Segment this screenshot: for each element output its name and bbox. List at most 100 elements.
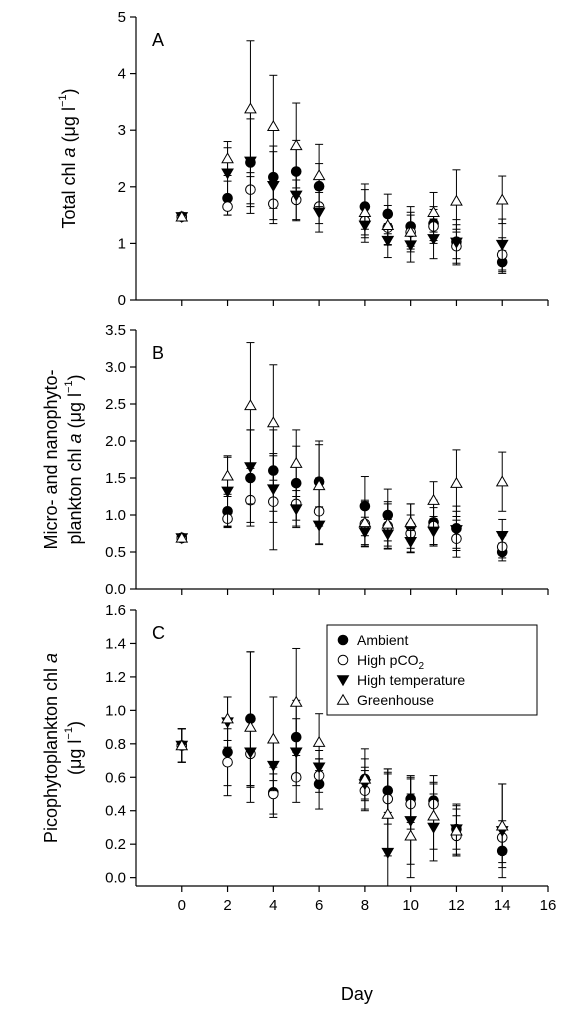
panel-letter: B [152, 343, 164, 363]
series-hightemp [175, 696, 509, 886]
data-point [266, 484, 280, 496]
data-point [175, 739, 189, 751]
data-point [427, 205, 440, 217]
y-tick-label: 1 [118, 235, 126, 252]
y-axis-label: Picophytoplankton chl a [41, 653, 61, 843]
data-point [358, 516, 372, 528]
data-point [381, 218, 395, 230]
legend-item-highpco2: High pCO2 [337, 652, 424, 672]
data-point [266, 416, 280, 428]
y-tick-label: 1.4 [105, 635, 126, 652]
data-point [221, 469, 234, 481]
y-tick-label: 0.8 [105, 736, 126, 753]
data-point [312, 479, 326, 491]
series-hightemp [175, 429, 509, 554]
data-point [266, 119, 280, 131]
panel-letter: A [152, 30, 164, 50]
y-tick-label: 0.5 [105, 544, 126, 561]
y-axis-label: (μg l−1) [63, 721, 85, 775]
legend-marker [336, 693, 350, 705]
y-tick-label: 4 [118, 66, 126, 83]
data-point [289, 504, 303, 516]
y-tick-label: 1.6 [105, 602, 126, 619]
data-point [312, 207, 326, 219]
y-tick-label: 0.6 [105, 769, 126, 786]
legend-label: Ambient [357, 632, 408, 648]
series-greenhouse [175, 342, 509, 547]
series-greenhouse [175, 40, 509, 253]
data-point [221, 712, 234, 724]
data-point [289, 190, 303, 202]
data-point [222, 756, 233, 768]
y-tick-label: 0.0 [105, 581, 126, 598]
legend-label: High pCO2 [357, 652, 424, 672]
x-axis-label: Day [341, 984, 373, 1004]
legend-marker [337, 634, 349, 646]
data-point [221, 152, 234, 164]
y-tick-label: 2.0 [105, 433, 126, 450]
x-tick-label: 2 [223, 897, 231, 914]
data-point [175, 210, 189, 222]
data-point [358, 772, 372, 784]
data-point [404, 225, 418, 237]
y-tick-label: 3.5 [105, 322, 126, 339]
x-tick-label: 0 [178, 897, 186, 914]
legend-marker [336, 675, 350, 687]
data-point [404, 829, 418, 841]
legend-label: High temperature [357, 672, 465, 688]
y-tick-label: 1.5 [105, 470, 126, 487]
data-point [404, 516, 418, 528]
series-greenhouse [175, 647, 509, 879]
y-axis-label: Total chl a (μg l−1) [57, 89, 79, 229]
x-tick-label: 16 [540, 897, 557, 914]
data-point [289, 695, 303, 707]
data-point [312, 169, 326, 181]
legend-box [326, 624, 538, 716]
data-point [266, 732, 280, 744]
panel-letter: C [152, 623, 165, 643]
y-tick-label: 1.0 [105, 702, 126, 719]
x-tick-label: 14 [494, 897, 511, 914]
data-point [450, 476, 463, 488]
panel-b: 0.0 0.5 1.0 1.5 2.0 2.5 3.0 3.5 B Micro- and nano… [41, 322, 549, 598]
data-point [266, 180, 280, 192]
x-tick-label: 8 [361, 897, 369, 914]
legend-item-greenhouse: Greenhouse [336, 692, 434, 708]
y-tick-label: 5 [118, 9, 126, 26]
data-point [312, 735, 326, 747]
y-tick-label: 0 [118, 292, 126, 309]
data-point [358, 205, 372, 217]
y-tick-label: 3 [118, 122, 126, 139]
data-point [289, 456, 303, 468]
data-point [289, 139, 303, 151]
data-point [450, 194, 463, 206]
data-point [427, 526, 440, 538]
data-point [495, 475, 509, 487]
data-point [244, 102, 257, 114]
x-tick-label: 6 [315, 897, 323, 914]
data-point [244, 399, 257, 411]
data-point [495, 819, 509, 831]
legend-marker [337, 654, 349, 666]
y-axis-label: plankton chl a (μg l−1) [63, 374, 85, 544]
data-point [427, 809, 440, 821]
x-tick-label: 10 [402, 897, 419, 914]
data-point [450, 525, 463, 537]
data-point [222, 201, 233, 212]
x-tick-label: 12 [448, 897, 465, 914]
y-tick-label: 0.0 [105, 870, 126, 887]
y-tick-label: 1.0 [105, 507, 126, 524]
y-tick-label: 1.2 [105, 669, 126, 686]
y-tick-label: 2.5 [105, 396, 126, 413]
y-tick-label: 0.4 [105, 803, 126, 820]
data-point [381, 807, 395, 819]
data-point [381, 517, 395, 529]
legend-item-hightemp: High temperature [336, 672, 465, 688]
x-tick-label: 4 [269, 897, 277, 914]
y-tick-label: 0.2 [105, 836, 126, 853]
data-point [244, 720, 257, 732]
data-point [495, 239, 509, 251]
data-point [450, 237, 463, 249]
